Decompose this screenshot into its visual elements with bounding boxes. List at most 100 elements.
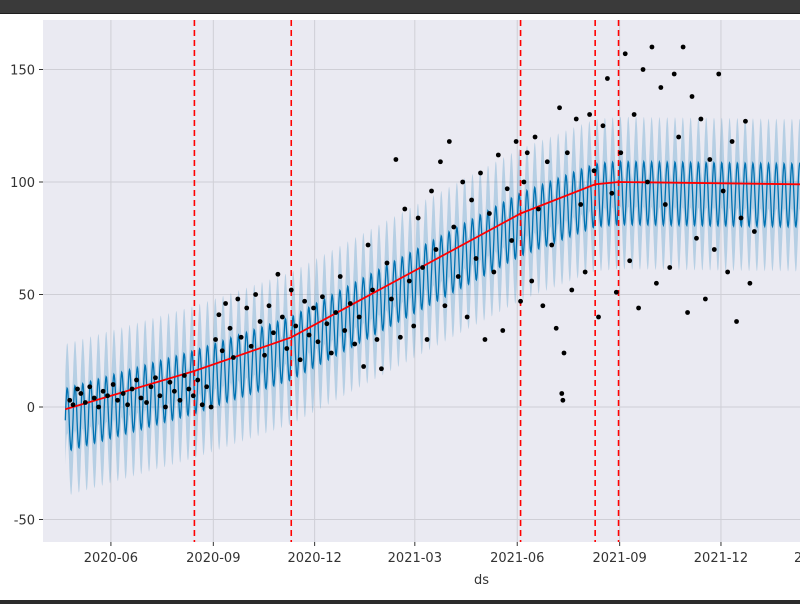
observation-point	[478, 170, 483, 176]
observation-point	[640, 67, 646, 72]
observation-point	[491, 269, 497, 275]
observation-point	[747, 280, 753, 286]
uncertainty-band	[65, 116, 800, 495]
observation-point	[406, 278, 412, 284]
observation-point	[163, 404, 168, 410]
observation-point	[96, 404, 102, 410]
observation-point	[311, 305, 316, 311]
observation-point	[662, 202, 668, 207]
y-tick-label: 150	[10, 64, 35, 79]
observation-point	[500, 328, 506, 333]
observation-point	[361, 364, 367, 369]
observation-point	[297, 357, 303, 363]
observation-point	[347, 301, 353, 306]
observation-point	[248, 343, 254, 349]
observation-point	[253, 292, 259, 297]
observation-point	[424, 337, 430, 342]
observation-point	[171, 388, 177, 394]
observation-point	[342, 328, 348, 333]
observation-point	[411, 323, 417, 329]
observation-point	[529, 278, 535, 284]
observation-point	[429, 188, 434, 194]
observation-point	[433, 247, 439, 252]
observation-point	[235, 296, 241, 302]
observation-point	[190, 393, 196, 399]
observation-point	[725, 269, 731, 275]
observation-point	[78, 391, 84, 396]
x-tick-label: 2021-06	[490, 551, 544, 566]
observation-point	[627, 258, 633, 264]
observation-point	[596, 314, 601, 320]
observation-point	[284, 346, 290, 351]
observation-point	[262, 352, 267, 358]
observation-point	[148, 384, 154, 390]
observation-point	[374, 337, 380, 342]
observation-point	[82, 400, 88, 405]
observation-point	[138, 395, 144, 401]
observation-point	[743, 118, 748, 124]
observation-point	[352, 341, 358, 347]
window-top-bar	[0, 0, 800, 14]
observation-point	[455, 274, 461, 279]
observation-point	[356, 314, 362, 320]
x-tick-label: 2020-12	[287, 551, 341, 566]
observation-point	[244, 305, 250, 311]
observation-point	[653, 280, 659, 286]
observation-point	[238, 334, 244, 340]
forecast-chart: -50 0 50 100 150 2020-06 2020-09 2020-12 2021-03…	[10, 20, 800, 588]
x-tick-label: 2021-09	[592, 551, 646, 566]
observation-point	[636, 305, 641, 311]
observation-point	[482, 337, 488, 342]
observation-point	[495, 152, 501, 158]
observation-point	[279, 314, 285, 320]
y-tick-label: 100	[10, 176, 35, 191]
y-tick-label: -50	[14, 514, 35, 529]
observation-point	[460, 179, 466, 185]
observation-point	[649, 44, 655, 50]
observation-point	[504, 186, 510, 192]
observation-point	[631, 112, 637, 117]
observation-point	[129, 386, 135, 392]
observation-point	[469, 197, 474, 203]
observation-point	[365, 242, 371, 248]
observation-point	[384, 260, 390, 266]
observation-point	[738, 215, 744, 221]
observation-point	[275, 271, 281, 277]
observation-point	[302, 298, 308, 304]
observation-point	[609, 190, 615, 196]
observation-point	[578, 202, 584, 207]
observation-point	[667, 265, 673, 270]
x-tick-label: 2021-12	[694, 551, 748, 566]
observation-point	[685, 310, 690, 315]
x-tick-label: 2022-03	[794, 551, 800, 566]
observation-point	[702, 296, 708, 302]
observation-point	[524, 150, 530, 156]
observation-point	[707, 157, 713, 162]
observation-point	[513, 139, 519, 144]
observation-point	[658, 85, 664, 90]
observation-point	[230, 355, 236, 360]
observation-point	[223, 301, 228, 306]
observation-point	[167, 379, 173, 385]
observation-point	[521, 179, 527, 185]
observation-point	[587, 112, 592, 117]
observation-point	[645, 179, 650, 185]
observation-point	[544, 159, 550, 165]
observation-point	[569, 287, 575, 293]
observation-point	[573, 116, 579, 122]
observation-point	[442, 303, 448, 309]
observation-point	[397, 334, 403, 340]
observation-point	[559, 391, 565, 396]
observation-point	[389, 296, 394, 302]
x-tick-label: 2020-09	[186, 551, 240, 566]
observation-point	[671, 71, 677, 77]
observation-point	[446, 139, 452, 144]
observation-point	[306, 332, 312, 338]
observation-point	[257, 319, 263, 324]
observation-point	[115, 397, 120, 403]
observation-point	[120, 391, 126, 396]
observation-point	[473, 256, 479, 261]
observation-point	[600, 123, 606, 129]
x-tick-label: 2020-06	[84, 551, 138, 566]
